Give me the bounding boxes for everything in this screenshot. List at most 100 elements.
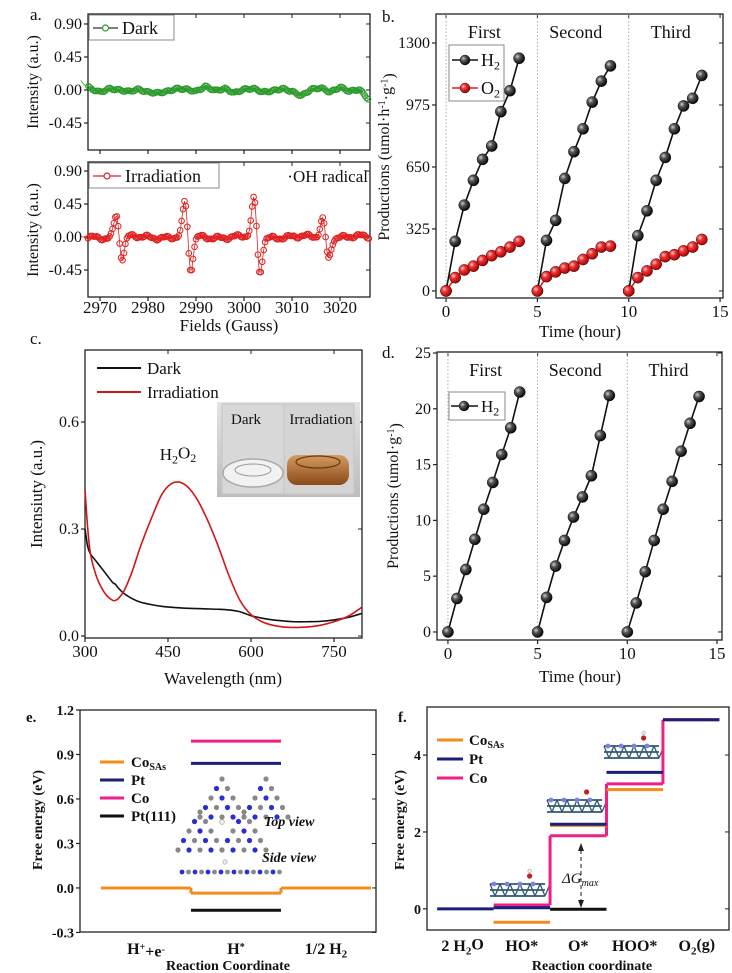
label-part: 2	[494, 87, 500, 101]
atom	[186, 847, 192, 853]
label-part: -1	[377, 100, 388, 108]
data-point	[675, 445, 687, 457]
y-axis-title: Productions (umol·h-1·g-1)	[376, 73, 398, 240]
data-point	[495, 448, 508, 461]
atom	[252, 814, 258, 820]
data-point	[659, 151, 672, 164]
data-point	[442, 626, 454, 638]
slab-bond	[499, 883, 506, 897]
dark-curve	[84, 528, 362, 623]
data-point	[346, 88, 353, 95]
x-tick-label: 450	[155, 642, 181, 661]
label-part: 2	[691, 945, 697, 957]
data-point	[621, 626, 634, 638]
oxygen-atom	[584, 789, 590, 795]
data-point	[686, 92, 699, 105]
metal-atom	[504, 881, 510, 887]
atom	[235, 837, 242, 844]
atom	[277, 869, 282, 875]
data-point	[315, 231, 322, 239]
data-point	[258, 258, 266, 266]
atom	[213, 804, 220, 811]
label-part: +	[140, 942, 146, 953]
plot-frame	[436, 351, 723, 641]
data-point	[478, 503, 490, 516]
y-tick-label: 0.3	[59, 521, 79, 538]
metal-atom	[605, 743, 611, 749]
y-tick-label: -0.3	[52, 926, 74, 941]
x-tick-label: 5	[533, 644, 542, 663]
data-point	[260, 246, 267, 254]
arrow-head-up	[578, 843, 584, 851]
data-point	[648, 534, 661, 547]
data-point	[283, 86, 290, 94]
atom	[179, 869, 185, 875]
atom	[230, 828, 236, 834]
atom	[246, 837, 253, 844]
data-point	[513, 235, 525, 248]
atom	[241, 814, 247, 820]
label-part: Co	[469, 733, 487, 749]
data-point	[632, 271, 644, 284]
panel-label: e.	[26, 710, 37, 726]
metal-atom	[574, 797, 580, 803]
y-tick-label: 0.00	[54, 229, 82, 246]
label-part: O*	[568, 938, 588, 955]
slab-bond	[643, 745, 650, 759]
atom	[186, 828, 192, 834]
y-axis-title: Free energy (eV)	[393, 770, 408, 870]
hydrogen-atom	[527, 868, 532, 874]
legend-label: Irradiation	[125, 166, 201, 186]
data-point	[137, 86, 145, 94]
category-label: HO*	[505, 938, 538, 955]
atom	[246, 804, 253, 811]
atom	[197, 814, 203, 820]
category-label: 2 H2O	[441, 937, 483, 958]
legend-label: H2	[481, 397, 499, 419]
x-axis-title: Fields (Gauss)	[180, 316, 279, 335]
data-point	[277, 86, 284, 93]
data-point	[639, 565, 652, 578]
data-point	[476, 254, 489, 267]
label-part: SAs	[149, 762, 166, 773]
legend-label: Co	[131, 791, 149, 807]
label-part: H	[481, 397, 493, 416]
data-point	[319, 214, 327, 221]
atom	[202, 804, 209, 811]
data-point	[173, 234, 181, 241]
label-part: SAs	[487, 740, 504, 751]
data-point	[549, 214, 562, 227]
label-part: 2	[493, 405, 499, 419]
irradiation-curve	[84, 481, 363, 629]
oxygen-atom	[641, 735, 647, 741]
y-tick-label: 0	[414, 903, 421, 918]
category-label: H*	[227, 941, 244, 958]
legend-label: CoSAs	[469, 733, 504, 751]
data-point	[467, 174, 480, 187]
data-point	[329, 241, 337, 249]
atom	[241, 809, 247, 815]
data-point	[316, 225, 324, 233]
x-tick-label: 2980	[131, 298, 165, 317]
slab-bond	[608, 745, 615, 759]
slab-bond	[539, 883, 546, 897]
data-point	[585, 469, 598, 482]
label-part: *	[240, 942, 245, 953]
data-point	[513, 52, 525, 65]
label-part: Co	[131, 791, 149, 807]
data-point	[504, 421, 517, 434]
label-part: H	[127, 941, 140, 958]
data-point	[622, 285, 635, 297]
data-point	[364, 95, 372, 103]
atom	[208, 828, 214, 834]
atom	[257, 804, 264, 811]
slab-bond	[613, 745, 620, 759]
atom	[274, 814, 280, 820]
atom	[208, 847, 214, 853]
y-axis-title: Free energy (eV)	[31, 770, 46, 870]
atom	[225, 869, 230, 875]
legend-label: CoSAs	[131, 755, 166, 773]
label-part: H	[227, 941, 240, 958]
atom	[202, 818, 209, 825]
